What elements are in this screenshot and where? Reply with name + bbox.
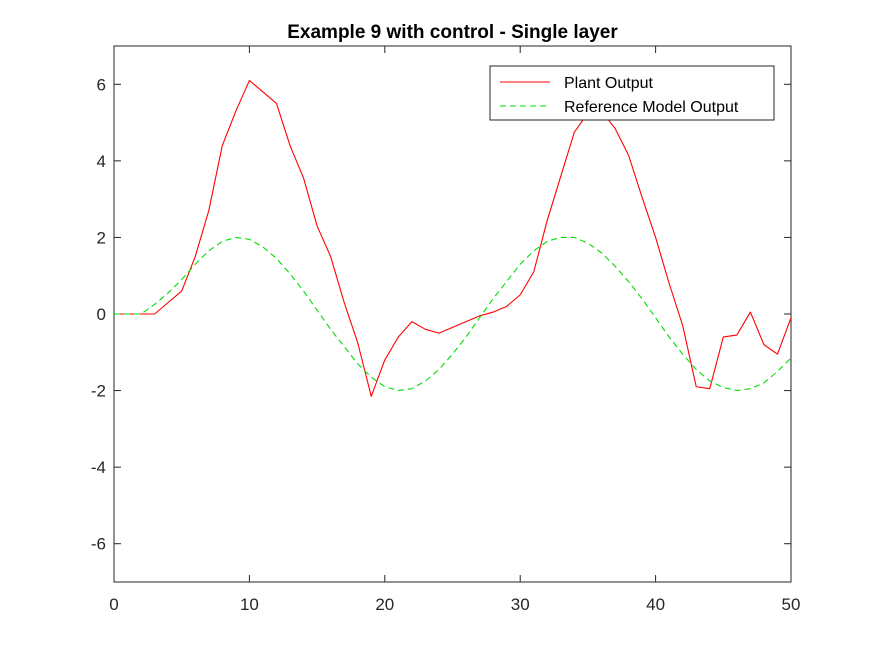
legend-label-1: Plant Output [564, 75, 654, 92]
y-tick-label: -6 [91, 535, 106, 554]
series-line-1 [114, 79, 791, 397]
y-tick-label: 0 [97, 305, 106, 324]
x-tick-label: 30 [511, 595, 530, 614]
y-tick-label: 6 [97, 75, 106, 94]
y-tick-label: -4 [91, 458, 106, 477]
x-tick-label: 20 [375, 595, 394, 614]
series-line-2 [114, 236, 791, 392]
legend: Plant Output Reference Model Output [489, 65, 775, 121]
y-tick-label: 4 [97, 152, 106, 171]
y-tick-label: 2 [97, 228, 106, 247]
legend-label-2: Reference Model Output [564, 99, 739, 116]
plot-area: 0 10 20 30 40 50 -6 -4 -2 0 2 4 6 [91, 45, 801, 614]
x-tick-label: 0 [109, 595, 118, 614]
axes-box [113, 45, 792, 583]
x-tick-label: 40 [646, 595, 665, 614]
legend-box [489, 65, 775, 121]
x-tick-label: 10 [240, 595, 259, 614]
y-tick-label: -2 [91, 382, 106, 401]
x-tick-label: 50 [782, 595, 801, 614]
chart-title: Example 9 with control - Single layer [287, 22, 618, 43]
